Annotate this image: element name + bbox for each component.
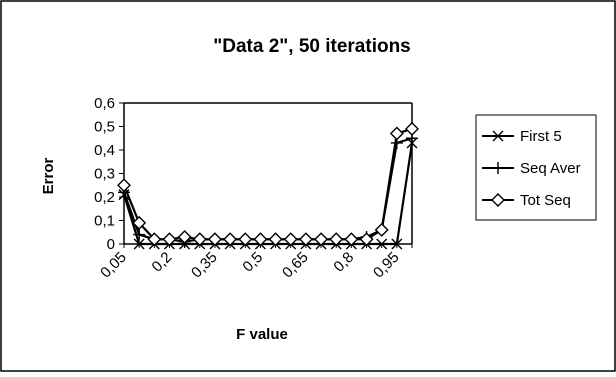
marker-x [492, 130, 504, 142]
marker-diamond [344, 232, 359, 247]
series-line [122, 142, 414, 246]
y-tick-label: 0 [107, 236, 115, 253]
legend-entries: First 5 Seq Aver Tot Seq [482, 128, 581, 209]
legend-label: Seq Aver [520, 160, 581, 177]
marker-diamond [491, 193, 505, 207]
legend-entry: Seq Aver [482, 160, 581, 177]
y-tick-label: 0,2 [94, 189, 115, 206]
legend-entry: First 5 [482, 128, 562, 145]
marker-diamond [298, 232, 313, 247]
marker-diamond [389, 126, 404, 141]
marker-diamond [223, 232, 238, 247]
series-tot-seq [117, 121, 419, 247]
marker-diamond [192, 232, 207, 247]
y-tick-label: 0,1 [94, 213, 115, 230]
marker-diamond [162, 232, 177, 247]
series-layer [117, 121, 419, 250]
legend: First 5 Seq Aver Tot Seq [475, 114, 597, 221]
marker-diamond [314, 232, 329, 247]
y-tick-label: 0,4 [94, 142, 115, 159]
marker-diamond [283, 232, 298, 247]
marker-diamond [207, 232, 222, 247]
y-tick-label: 0,6 [94, 95, 115, 112]
marker-diamond [132, 215, 147, 230]
marker-diamond [374, 222, 389, 237]
y-axis-label: Error [40, 158, 57, 195]
legend-label: First 5 [520, 128, 562, 145]
legend-entry: Tot Seq [482, 192, 571, 209]
marker-diamond [238, 232, 253, 247]
marker-plus [492, 162, 504, 174]
chart-title: "Data 2", 50 iterations [213, 36, 411, 57]
x-axis-label: F value [236, 326, 288, 343]
axes: 00,10,20,30,40,50,60,05 0,2 0,35 0,5 0,65 0,8… [94, 95, 413, 281]
marker-diamond [268, 232, 283, 247]
marker-diamond [405, 121, 419, 136]
marker-x [391, 238, 403, 250]
marker-x [133, 238, 145, 250]
marker-diamond [359, 232, 374, 247]
marker-plus [133, 228, 146, 241]
y-tick-label: 0,3 [94, 166, 115, 183]
marker-diamond [329, 232, 344, 247]
marker-diamond [117, 178, 131, 193]
marker-diamond [253, 232, 268, 247]
marker-diamond [177, 229, 192, 244]
legend-label: Tot Seq [520, 192, 571, 209]
y-tick-label: 0,5 [94, 119, 115, 136]
marker-diamond [147, 232, 162, 247]
marker-x [376, 238, 388, 250]
